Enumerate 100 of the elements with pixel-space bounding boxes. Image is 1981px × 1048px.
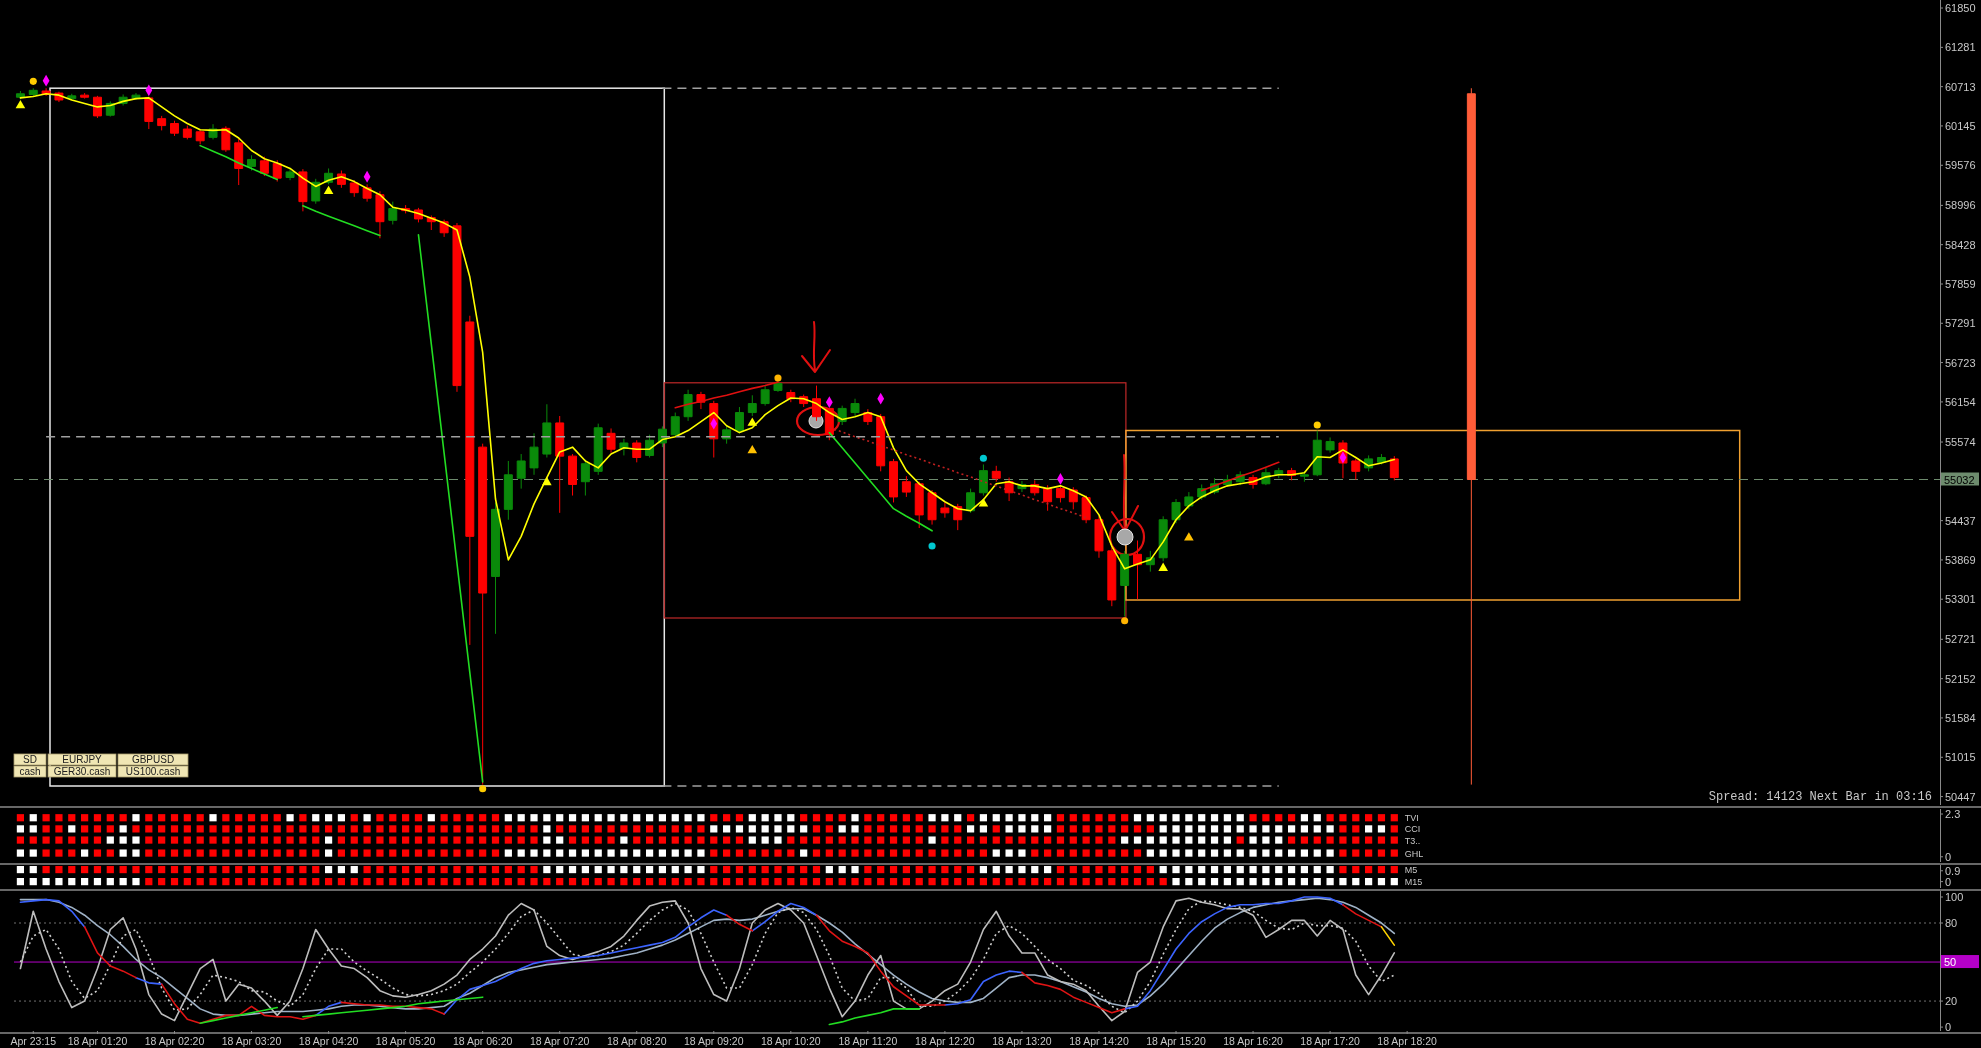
point bbox=[119, 836, 127, 844]
point bbox=[16, 825, 25, 833]
point bbox=[1339, 814, 1347, 822]
point bbox=[748, 836, 756, 844]
point bbox=[1377, 814, 1386, 822]
x-tick-label: 18 Apr 03:20 bbox=[221, 1035, 282, 1047]
candlestick bbox=[1158, 515, 1168, 562]
point bbox=[645, 814, 654, 822]
point bbox=[29, 77, 37, 85]
candlestick bbox=[349, 179, 359, 198]
point bbox=[209, 814, 217, 822]
point bbox=[324, 814, 333, 822]
point bbox=[15, 99, 26, 109]
point bbox=[928, 836, 936, 844]
candlestick bbox=[452, 222, 462, 393]
point bbox=[1377, 825, 1386, 833]
point bbox=[633, 814, 641, 822]
point bbox=[389, 814, 397, 822]
point bbox=[479, 814, 487, 822]
candlestick bbox=[170, 120, 179, 137]
candlestick bbox=[388, 201, 398, 225]
point bbox=[1365, 814, 1373, 822]
point bbox=[1121, 836, 1129, 844]
point bbox=[1275, 836, 1283, 844]
point bbox=[992, 849, 1000, 857]
point bbox=[1185, 814, 1193, 822]
point bbox=[517, 849, 525, 857]
point bbox=[504, 814, 512, 822]
x-tick-label: 18 Apr 13:20 bbox=[992, 1035, 1052, 1047]
series-label: GHL bbox=[1404, 848, 1424, 859]
point bbox=[645, 849, 654, 857]
point bbox=[954, 814, 962, 822]
series-label: M15 bbox=[1404, 877, 1423, 888]
candlestick bbox=[978, 463, 988, 497]
point bbox=[697, 849, 705, 857]
point bbox=[29, 825, 37, 833]
point bbox=[774, 825, 782, 833]
candlestick bbox=[92, 95, 102, 119]
candlestick bbox=[734, 406, 744, 434]
candlestick bbox=[889, 458, 899, 503]
candlestick bbox=[311, 178, 321, 205]
x-tick-label: 18 Apr 05:20 bbox=[375, 1035, 436, 1047]
point bbox=[1031, 814, 1039, 822]
point bbox=[119, 814, 127, 822]
point bbox=[568, 849, 577, 857]
point bbox=[1275, 849, 1283, 857]
candlestick bbox=[298, 168, 308, 212]
point bbox=[1210, 825, 1219, 833]
point bbox=[928, 814, 936, 822]
point bbox=[1159, 849, 1167, 857]
y-tick-label: 0 bbox=[1945, 875, 1952, 888]
point bbox=[594, 849, 602, 857]
point bbox=[453, 814, 461, 822]
point bbox=[1018, 849, 1026, 857]
point bbox=[324, 836, 333, 844]
point bbox=[735, 825, 744, 833]
point bbox=[992, 814, 1000, 822]
point bbox=[1005, 849, 1013, 857]
annotation: GBPUSD bbox=[131, 754, 175, 765]
candlestick bbox=[67, 93, 77, 101]
y-tick-label: 0 bbox=[1945, 1021, 1952, 1034]
point bbox=[1390, 814, 1398, 822]
point bbox=[1198, 836, 1206, 844]
point bbox=[620, 849, 628, 857]
point bbox=[1326, 814, 1334, 822]
point bbox=[723, 814, 731, 822]
candlestick bbox=[555, 415, 565, 514]
x-tick-label: 18 Apr 12:20 bbox=[915, 1035, 975, 1047]
point bbox=[1262, 814, 1270, 822]
point bbox=[260, 814, 268, 822]
point bbox=[1056, 814, 1065, 822]
point bbox=[1326, 849, 1334, 857]
candlestick bbox=[1081, 495, 1091, 524]
point bbox=[1159, 836, 1167, 844]
candlestick bbox=[234, 138, 244, 186]
x-tick-label: 18 Apr 10:20 bbox=[761, 1035, 821, 1047]
point bbox=[235, 814, 243, 822]
x-tick-label: 18 Apr 11:20 bbox=[838, 1035, 898, 1047]
point bbox=[1121, 814, 1129, 822]
point bbox=[979, 454, 987, 462]
point bbox=[1287, 849, 1296, 857]
series-label: T3.. bbox=[1404, 835, 1421, 846]
point bbox=[774, 814, 782, 822]
candlestick bbox=[1389, 455, 1399, 481]
point bbox=[543, 825, 551, 833]
point bbox=[978, 498, 989, 507]
candlestick bbox=[914, 481, 924, 529]
y-tick-label: 60145 bbox=[1945, 119, 1976, 132]
point bbox=[222, 814, 230, 822]
point bbox=[170, 814, 179, 822]
point bbox=[55, 814, 63, 822]
point bbox=[491, 814, 500, 822]
point bbox=[1005, 825, 1013, 833]
candlestick bbox=[144, 96, 154, 130]
point bbox=[1044, 814, 1052, 822]
point bbox=[350, 814, 358, 822]
candlestick bbox=[375, 190, 385, 239]
candlestick bbox=[1325, 436, 1335, 454]
point bbox=[1223, 849, 1231, 857]
point bbox=[684, 814, 692, 822]
